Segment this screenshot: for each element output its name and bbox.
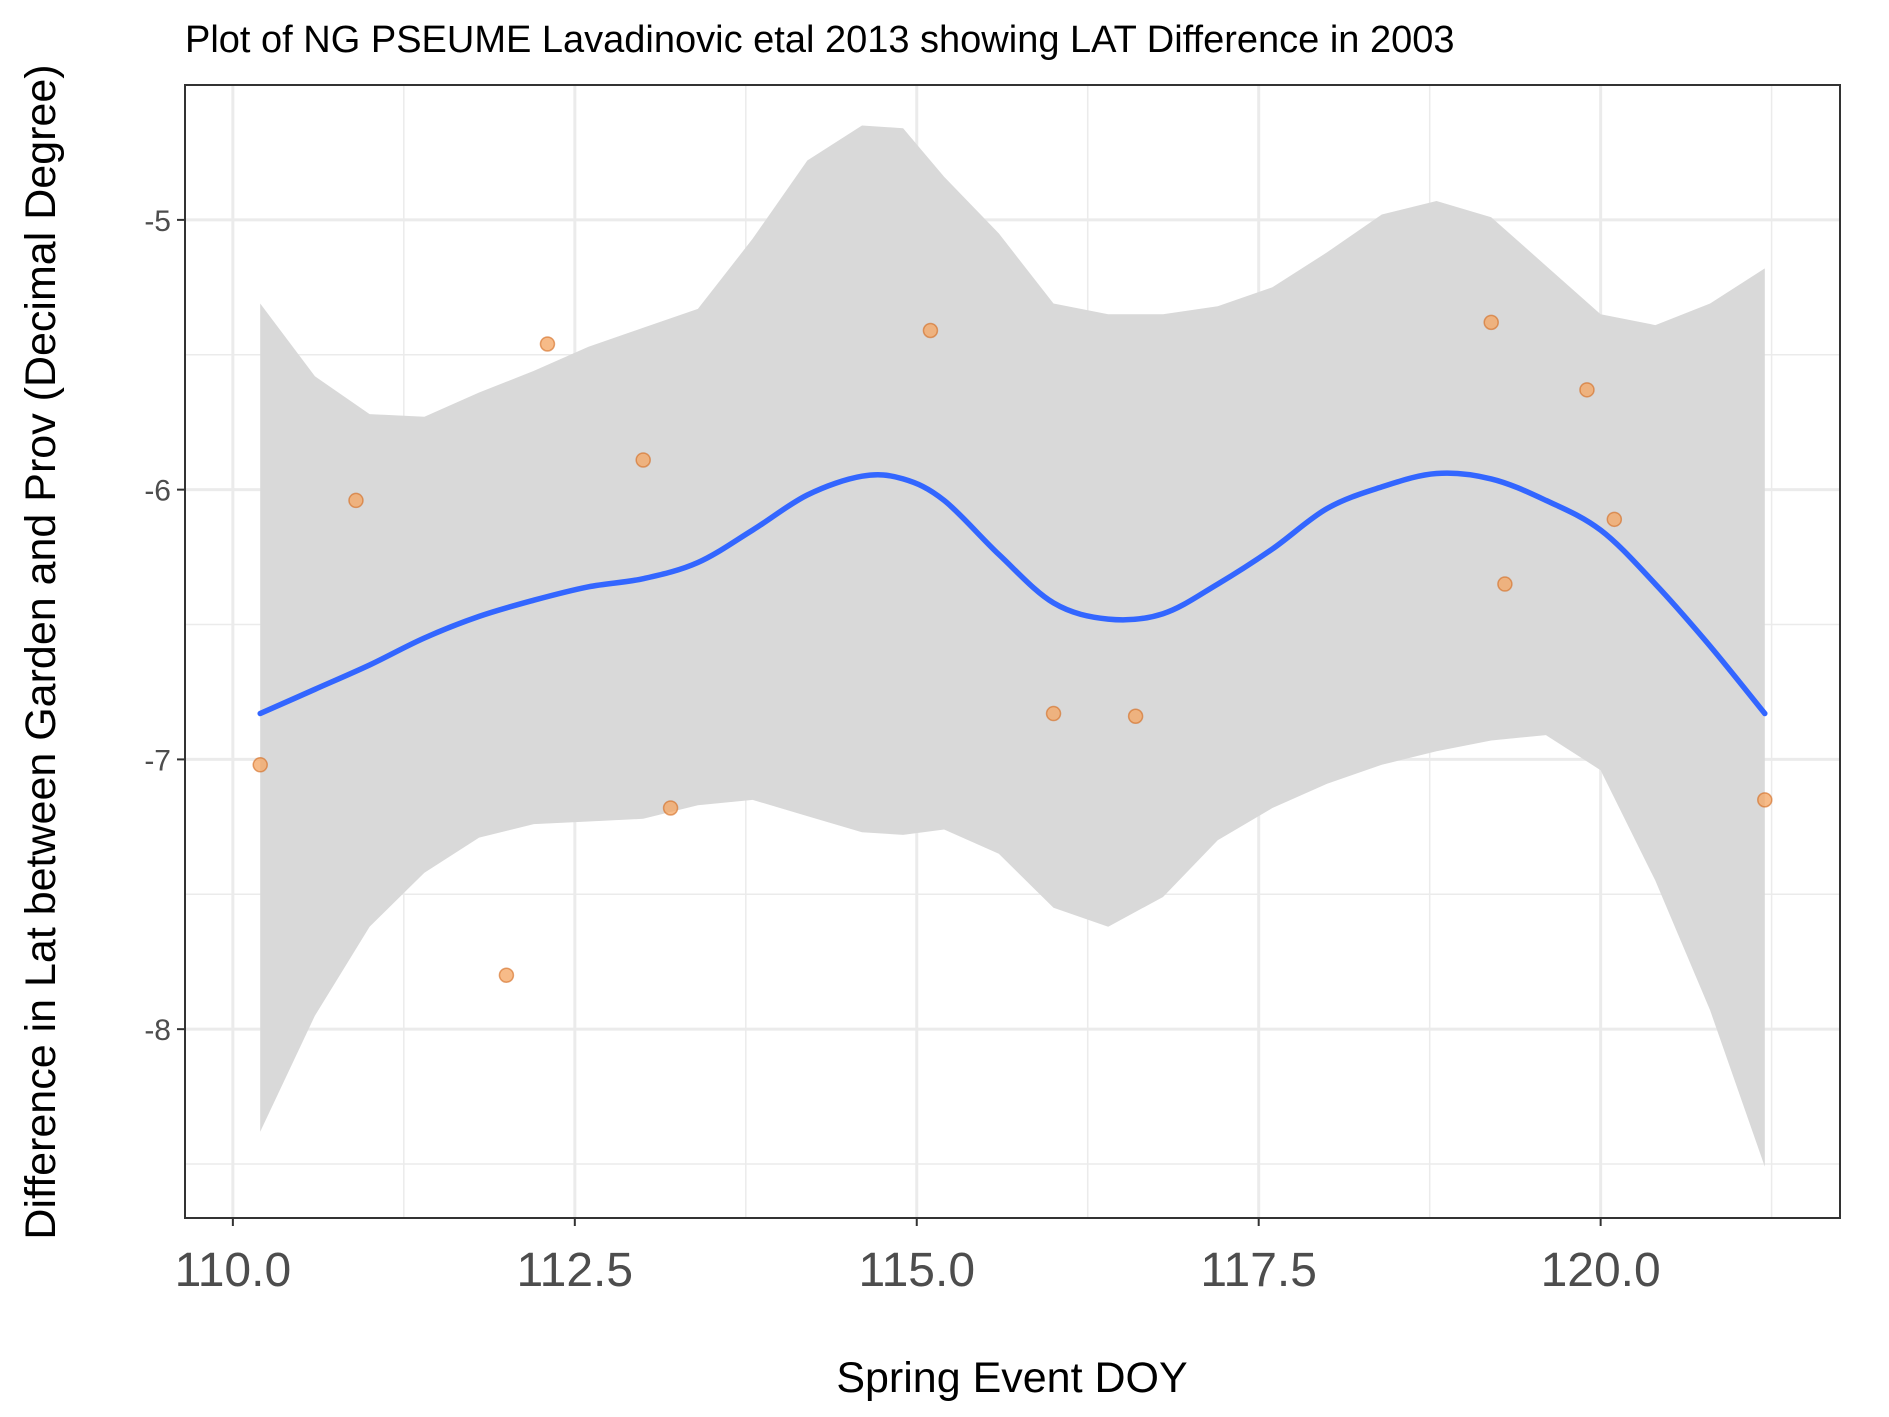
data-point <box>1497 576 1513 592</box>
data-point <box>539 336 556 352</box>
y-axis: -8 -7 -6 -5 <box>144 205 185 1047</box>
x-axis-title: Spring Event DOY <box>836 1354 1187 1402</box>
y-tick-label: -5 <box>144 205 171 238</box>
y-tick-label: -6 <box>144 475 171 508</box>
data-point <box>1606 511 1623 528</box>
data-point <box>1127 708 1144 724</box>
data-points <box>252 314 1773 983</box>
confidence-ribbon <box>260 125 1765 1167</box>
data-point <box>922 322 939 339</box>
x-axis: 110.0 112.5 115.0 117.5 120.0 <box>175 1218 1661 1297</box>
y-axis-title: Difference in Lat between Garden and Pro… <box>17 64 65 1239</box>
x-tick-label: 110.0 <box>175 1244 292 1297</box>
smooth-line <box>257 470 1768 717</box>
y-tick-label: -7 <box>144 744 171 777</box>
y-tick-label: -8 <box>144 1014 171 1047</box>
x-tick-label: 117.5 <box>1200 1244 1317 1297</box>
chart-title: Plot of NG PSEUME Lavadinovic etal 2013 … <box>185 19 1455 61</box>
data-point <box>662 800 679 816</box>
data-point <box>252 757 268 773</box>
data-point <box>498 967 515 983</box>
data-point <box>1579 382 1595 398</box>
data-point <box>348 492 364 509</box>
data-point <box>635 452 651 468</box>
data-point <box>1045 705 1062 722</box>
x-tick-label: 115.0 <box>858 1244 975 1297</box>
data-point <box>1483 314 1499 331</box>
x-tick-label: 120.0 <box>1541 1244 1661 1297</box>
x-tick-label: 112.5 <box>517 1244 634 1297</box>
data-point <box>1757 792 1773 808</box>
panel-border <box>184 84 1841 1219</box>
